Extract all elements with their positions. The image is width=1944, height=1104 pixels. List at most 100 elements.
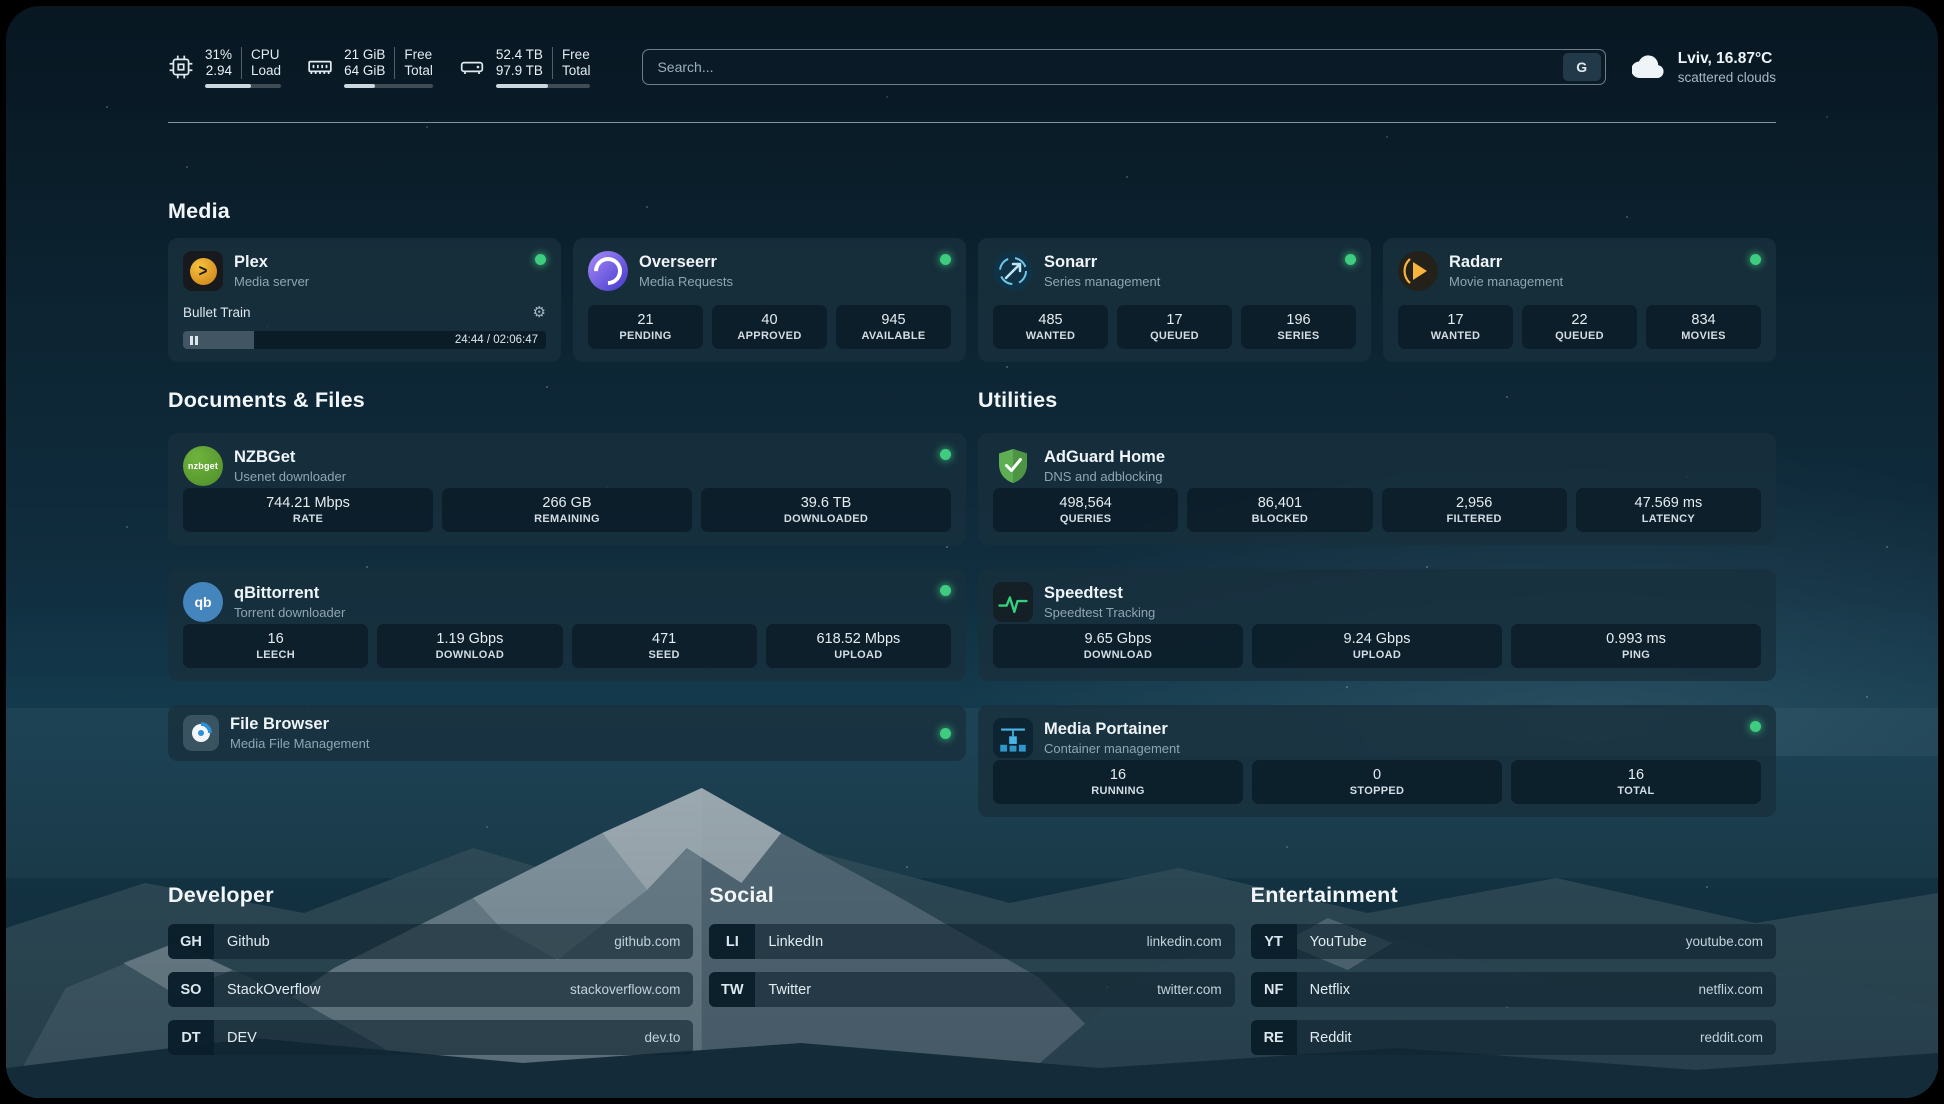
- service-name: AdGuard Home: [1044, 448, 1165, 467]
- status-dot: [535, 254, 546, 265]
- status-dot: [940, 585, 951, 596]
- bookmark-github[interactable]: GH Github github.com: [168, 924, 693, 959]
- pause-icon[interactable]: [190, 336, 198, 345]
- stat-leech: 16 LEECH: [183, 624, 368, 668]
- bookmark-twitter[interactable]: TW Twitter twitter.com: [709, 972, 1234, 1007]
- disk-free-label: Free: [552, 47, 591, 63]
- memory-widget: 21 GiB Free 64 GiB Total: [307, 47, 433, 88]
- stat-wanted: 485 WANTED: [993, 305, 1108, 349]
- status-dot: [1345, 254, 1356, 265]
- disk-total-label: Total: [552, 63, 591, 79]
- memory-free-label: Free: [394, 47, 433, 63]
- section-title-developer: Developer: [168, 883, 693, 908]
- service-subtitle: Media Requests: [639, 274, 733, 289]
- service-subtitle: Movie management: [1449, 274, 1563, 289]
- search-bar: G: [642, 49, 1605, 85]
- stat-seed: 471 SEED: [572, 624, 757, 668]
- bookmark-dev[interactable]: DT DEV dev.to: [168, 1020, 693, 1055]
- service-card-speedtest[interactable]: Speedtest Speedtest Tracking 9.65 Gbps D…: [978, 569, 1776, 681]
- cpu-load-label: Load: [241, 63, 281, 79]
- dashboard-content: 31% CPU 2.94 Load 21 GiB Free 64 GiB Tot…: [6, 6, 1938, 1098]
- stat-movies: 834 MOVIES: [1646, 305, 1761, 349]
- plex-icon: >: [183, 251, 223, 291]
- status-dot: [940, 728, 951, 739]
- service-name: Speedtest: [1044, 584, 1155, 603]
- section-developer: Developer GH Github github.com SO StackO…: [168, 883, 693, 1068]
- github-icon: GH: [168, 924, 214, 959]
- memory-free-value: 21 GiB: [344, 47, 394, 63]
- header-divider: [168, 122, 1776, 123]
- disk-total-value: 97.9 TB: [496, 63, 552, 79]
- service-card-overseerr[interactable]: Overseerr Media Requests 21 PENDING 40 A…: [573, 238, 966, 362]
- service-card-plex[interactable]: > Plex Media server Bullet Train ⚙: [168, 238, 561, 362]
- twitter-icon: TW: [709, 972, 755, 1007]
- stat-running: 16 RUNNING: [993, 760, 1243, 804]
- service-subtitle: Usenet downloader: [234, 469, 346, 484]
- settings-gear-icon[interactable]: ⚙: [533, 305, 546, 320]
- section-social: Social LI LinkedIn linkedin.com TW Twitt…: [709, 883, 1234, 1068]
- status-dot: [940, 254, 951, 265]
- stat-upload: 618.52 Mbps UPLOAD: [766, 624, 951, 668]
- bookmark-reddit[interactable]: RE Reddit reddit.com: [1251, 1020, 1776, 1055]
- stat-upload: 9.24 Gbps UPLOAD: [1252, 624, 1502, 668]
- stat-total: 16 TOTAL: [1511, 760, 1761, 804]
- radarr-icon: [1398, 251, 1438, 291]
- overseerr-icon: [588, 251, 628, 291]
- service-name: NZBGet: [234, 448, 346, 467]
- stat-rate: 744.21 Mbps RATE: [183, 488, 433, 532]
- memory-total-value: 64 GiB: [344, 63, 394, 79]
- playback-progress-bar[interactable]: 24:44 / 02:06:47: [183, 331, 546, 349]
- filebrowser-icon: [183, 715, 219, 751]
- service-card-filebrowser[interactable]: File Browser Media File Management: [168, 705, 966, 761]
- stat-approved: 40 APPROVED: [712, 305, 827, 349]
- stat-queries: 498,564 QUERIES: [993, 488, 1178, 532]
- cpu-usage-bar: [205, 84, 281, 88]
- cpu-widget: 31% CPU 2.94 Load: [168, 47, 281, 88]
- service-subtitle: Speedtest Tracking: [1044, 605, 1155, 620]
- stat-latency: 47.569 ms LATENCY: [1576, 488, 1761, 532]
- bookmark-linkedin[interactable]: LI LinkedIn linkedin.com: [709, 924, 1234, 959]
- service-card-radarr[interactable]: Radarr Movie management 17 WANTED 22 QUE…: [1383, 238, 1776, 362]
- section-title-social: Social: [709, 883, 1234, 908]
- stat-queued: 22 QUEUED: [1522, 305, 1637, 349]
- stat-pending: 21 PENDING: [588, 305, 703, 349]
- search-input[interactable]: [643, 59, 1562, 75]
- bookmark-youtube[interactable]: YT YouTube youtube.com: [1251, 924, 1776, 959]
- disk-usage-bar: [496, 84, 591, 88]
- cpu-percent: 31%: [205, 47, 241, 63]
- stat-downloaded: 39.6 TB DOWNLOADED: [701, 488, 951, 532]
- service-card-sonarr[interactable]: Sonarr Series management 485 WANTED 17 Q…: [978, 238, 1371, 362]
- service-name: qBittorrent: [234, 584, 345, 603]
- stat-ping: 0.993 ms PING: [1511, 624, 1761, 668]
- service-name: File Browser: [230, 715, 369, 734]
- reddit-icon: RE: [1251, 1020, 1297, 1055]
- stat-stopped: 0 STOPPED: [1252, 760, 1502, 804]
- service-card-nzbget[interactable]: nzbget NZBGet Usenet downloader 744.21 M…: [168, 433, 966, 545]
- cpu-chip-icon: [168, 54, 194, 80]
- service-subtitle: Torrent downloader: [234, 605, 345, 620]
- stat-filtered: 2,956 FILTERED: [1382, 488, 1567, 532]
- disk-free-value: 52.4 TB: [496, 47, 552, 63]
- stat-download: 9.65 Gbps DOWNLOAD: [993, 624, 1243, 668]
- speedtest-icon: [993, 582, 1033, 622]
- stat-queued: 17 QUEUED: [1117, 305, 1232, 349]
- search-provider-button[interactable]: G: [1563, 53, 1601, 81]
- weather-condition: scattered clouds: [1678, 70, 1776, 85]
- stat-blocked: 86,401 BLOCKED: [1187, 488, 1372, 532]
- weather-widget[interactable]: Lviv, 16.87°C scattered clouds: [1632, 50, 1776, 85]
- adguard-shield-icon: [993, 446, 1033, 486]
- section-title-documents: Documents & Files: [168, 388, 966, 413]
- bookmark-netflix[interactable]: NF Netflix netflix.com: [1251, 972, 1776, 1007]
- service-card-portainer[interactable]: Media Portainer Container management 16 …: [978, 705, 1776, 817]
- service-subtitle: Series management: [1044, 274, 1160, 289]
- sonarr-icon: [993, 251, 1033, 291]
- service-name: Overseerr: [639, 253, 733, 272]
- section-title-utilities: Utilities: [978, 388, 1776, 413]
- section-title-media: Media: [168, 199, 1776, 224]
- stat-remaining: 266 GB REMAINING: [442, 488, 692, 532]
- youtube-icon: YT: [1251, 924, 1297, 959]
- bookmark-stackoverflow[interactable]: SO StackOverflow stackoverflow.com: [168, 972, 693, 1007]
- service-card-qbittorrent[interactable]: qb qBittorrent Torrent downloader 16 LEE…: [168, 569, 966, 681]
- now-playing-title: Bullet Train: [183, 305, 251, 320]
- service-card-adguard[interactable]: AdGuard Home DNS and adblocking 498,564 …: [978, 433, 1776, 545]
